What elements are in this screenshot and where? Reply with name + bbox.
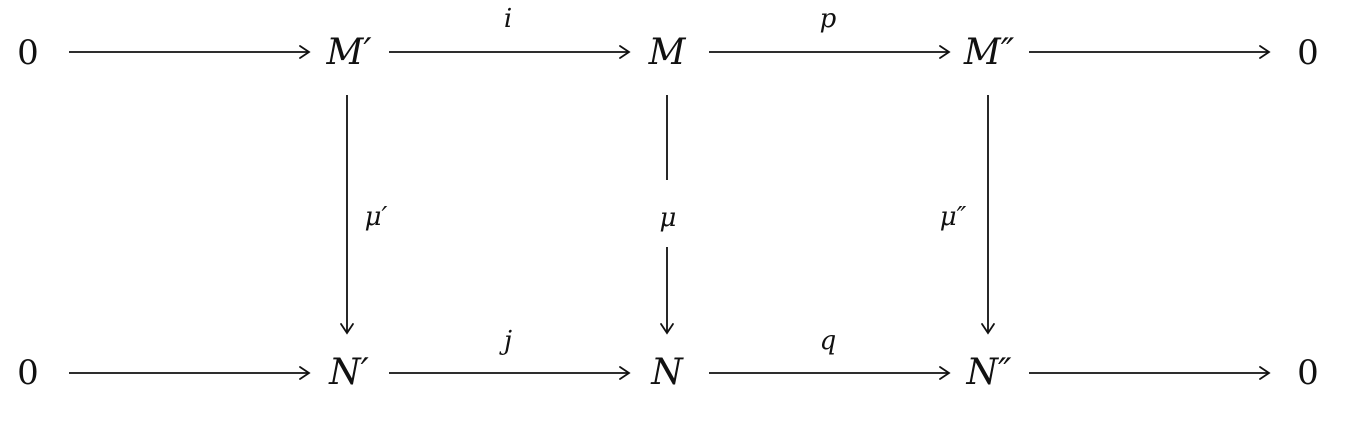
- arrow-mu-prime-m-prime-to-n-prime: [340, 95, 354, 335]
- label-p: p: [820, 4, 837, 34]
- node-m-prime: M′: [325, 32, 371, 73]
- arrow-q-n-to-n-double-prime: [709, 366, 951, 380]
- bottom-right-zero: 0: [1297, 353, 1319, 393]
- label-i: i: [504, 4, 512, 34]
- bottom-left-zero: 0: [17, 353, 39, 393]
- label-j: j: [499, 326, 512, 356]
- label-mu-prime: μ′: [365, 202, 388, 232]
- node-n: N: [650, 352, 684, 393]
- top-right-zero: 0: [1297, 33, 1319, 73]
- node-n-prime: N′: [328, 352, 369, 393]
- arrow-j-n-prime-to-n: [389, 366, 631, 380]
- node-m: M: [648, 32, 687, 73]
- arrow-top-m-double-prime-to-zero: [1029, 45, 1271, 59]
- arrow-mu-double-prime-m-double-prime-to-n-double-prime: [981, 95, 995, 335]
- arrow-bottom-n-double-prime-to-zero: [1029, 366, 1271, 380]
- arrow-mu-m-to-n: [660, 95, 674, 335]
- arrow-i-m-prime-to-m: [389, 45, 631, 59]
- label-mu-double-prime: μ″: [940, 202, 967, 232]
- label-q: q: [820, 326, 837, 356]
- label-mu: μ: [660, 203, 677, 233]
- arrow-bottom-zero-to-n-prime: [69, 366, 311, 380]
- top-left-zero: 0: [17, 33, 39, 73]
- arrow-p-m-to-m-double-prime: [709, 45, 951, 59]
- node-n-double-prime: N″: [966, 352, 1013, 393]
- node-m-double-prime: M″: [963, 32, 1015, 73]
- arrow-top-zero-to-m-prime: [69, 45, 311, 59]
